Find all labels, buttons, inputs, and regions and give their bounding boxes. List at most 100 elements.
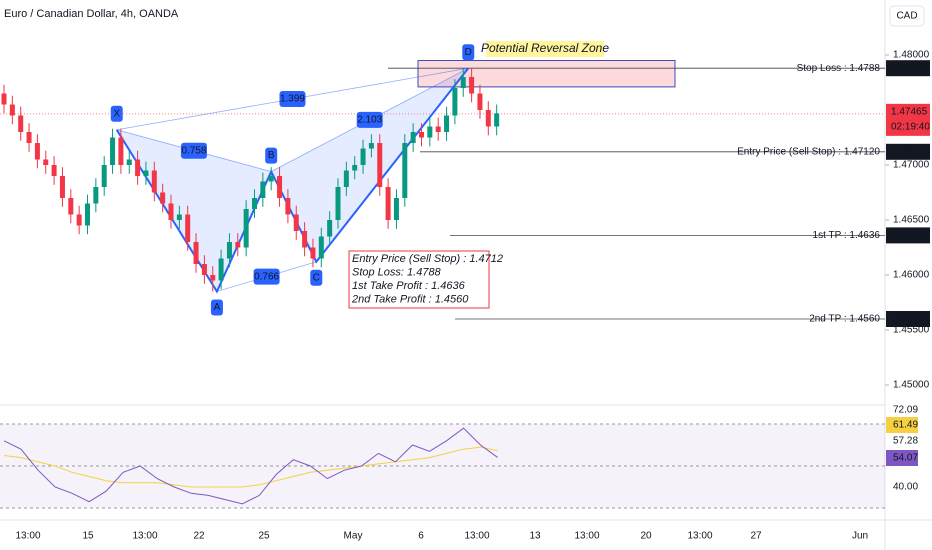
candle-body <box>419 132 424 138</box>
ratio-label: 2.103 <box>357 115 382 126</box>
candle-body <box>477 93 483 110</box>
candle-body <box>1 93 7 105</box>
candle-body <box>243 209 249 248</box>
level-tag <box>886 311 930 327</box>
candle-body <box>168 203 174 220</box>
candle-body <box>218 258 224 281</box>
candle-body <box>176 214 182 220</box>
pattern-point-badge <box>265 147 278 164</box>
pattern-point-badge <box>462 44 475 61</box>
candle-body <box>410 132 416 143</box>
rsi-axis-label: 61.49 <box>893 420 918 431</box>
price-tick-label: 1.46000 <box>893 270 930 281</box>
candle-body <box>343 170 349 187</box>
pattern-point-label: D <box>465 47 472 58</box>
pattern-point-badge <box>210 299 223 316</box>
candle-body <box>101 165 107 187</box>
pattern-triangle <box>271 68 469 262</box>
pattern-point-label: B <box>268 150 275 161</box>
ratio-label: 0.766 <box>254 271 279 282</box>
price-tick-label: 1.45000 <box>893 380 930 391</box>
candle-body <box>435 126 441 132</box>
candle-body <box>118 137 124 165</box>
candle-body <box>51 165 57 176</box>
ratio-badge <box>253 268 280 285</box>
currency-label[interactable]: CAD <box>896 11 917 22</box>
candle-body <box>352 165 358 171</box>
time-label: 13:00 <box>574 531 599 542</box>
time-label: 20 <box>640 531 652 542</box>
candle-body <box>185 214 191 242</box>
level-label: Entry Price (Sell Stop) : 1.47120 <box>737 146 880 157</box>
candle-body <box>268 176 274 182</box>
candle-body <box>9 104 15 116</box>
price-tick-label: 1.46500 <box>893 215 930 226</box>
candle-body <box>135 159 141 176</box>
level-label: 1st TP : 1.4636 <box>813 230 881 241</box>
time-label: 6 <box>418 531 424 542</box>
chart-title: Euro / Canadian Dollar, 4h, OANDA <box>4 8 179 20</box>
candle-body <box>260 181 266 198</box>
level-tag-label: 1.47880 <box>889 63 926 74</box>
time-label: 13:00 <box>132 531 157 542</box>
candle-body <box>235 242 241 248</box>
time-label: 13:00 <box>687 531 712 542</box>
candle-body <box>110 137 116 165</box>
level-tag-label: 1.47120 <box>889 146 926 157</box>
candle-body <box>469 77 475 94</box>
rsi-band <box>0 424 885 508</box>
current-price-label: 1.47465 <box>891 106 928 117</box>
note-box <box>348 250 490 309</box>
level-tag-label: 1.46360 <box>889 230 926 241</box>
candle-body <box>160 192 166 204</box>
time-label: 22 <box>193 531 205 542</box>
rsi-tag <box>886 450 918 466</box>
current-price-tag <box>886 103 930 136</box>
time-label: 13:00 <box>15 531 40 542</box>
pattern-triangle <box>116 129 272 292</box>
candle-body <box>285 198 291 215</box>
pattern-point-badge <box>110 105 123 122</box>
candle-body <box>393 198 399 220</box>
candle-body <box>385 187 391 220</box>
ratio-badge <box>180 142 207 159</box>
candle-body <box>452 88 458 116</box>
candle-body <box>143 170 149 176</box>
currency-button[interactable] <box>889 5 925 27</box>
candle-body <box>277 176 283 198</box>
note-line: Entry Price (Sell Stop) : 1.4712 <box>352 253 503 265</box>
candle-body <box>377 143 383 187</box>
rsi-ma-line <box>3 446 498 488</box>
candle-body <box>226 242 232 259</box>
candle-body <box>444 115 450 132</box>
rsi-axis-label: 40.00 <box>893 482 918 493</box>
level-label: Stop Loss : 1.4788 <box>797 63 881 74</box>
zone-label-bg <box>486 41 604 57</box>
candle-body <box>76 214 82 226</box>
candle-body <box>201 264 207 275</box>
candle-body <box>151 170 157 193</box>
time-label: May <box>344 531 363 542</box>
candle-body <box>402 143 408 198</box>
candle-body <box>252 198 257 209</box>
level-tag <box>886 227 930 244</box>
price-tick-label: 1.45500 <box>893 325 930 336</box>
level-label: 2nd TP : 1.4560 <box>809 314 880 325</box>
candle-body <box>335 187 341 220</box>
level-tag <box>886 143 930 160</box>
candle-body <box>26 132 32 143</box>
candle-body <box>427 126 433 138</box>
note-line: 1st Take Profit : 1.4636 <box>352 280 466 292</box>
pattern-point-badge <box>310 269 323 286</box>
candle-body <box>302 231 308 248</box>
time-label: 15 <box>82 531 94 542</box>
ratio-label: 1.399 <box>280 94 305 105</box>
countdown-label: 02:19:40 <box>891 121 930 132</box>
candle-body <box>485 110 491 127</box>
zone-label: Potential Reversal Zone <box>481 41 609 55</box>
candle-body <box>360 148 366 165</box>
rsi-line <box>3 427 498 505</box>
ratio-badge <box>356 111 383 128</box>
time-label: 13:00 <box>464 531 489 542</box>
